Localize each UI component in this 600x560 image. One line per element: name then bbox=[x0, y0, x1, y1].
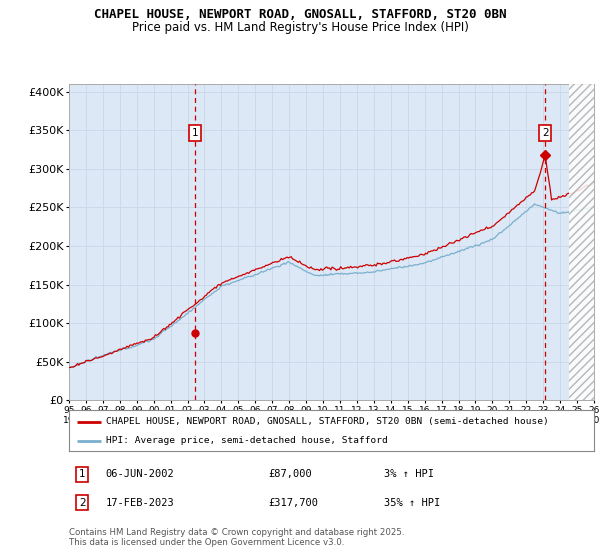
Text: 3% ↑ HPI: 3% ↑ HPI bbox=[384, 469, 434, 479]
Text: 1: 1 bbox=[191, 128, 199, 138]
Text: CHAPEL HOUSE, NEWPORT ROAD, GNOSALL, STAFFORD, ST20 0BN (semi-detached house): CHAPEL HOUSE, NEWPORT ROAD, GNOSALL, STA… bbox=[106, 417, 548, 426]
Text: Price paid vs. HM Land Registry's House Price Index (HPI): Price paid vs. HM Land Registry's House … bbox=[131, 21, 469, 34]
Text: 2: 2 bbox=[542, 128, 548, 138]
Text: 06-JUN-2002: 06-JUN-2002 bbox=[106, 469, 175, 479]
Bar bbox=[569, 84, 594, 400]
Text: 1: 1 bbox=[79, 469, 85, 479]
Text: £87,000: £87,000 bbox=[269, 469, 312, 479]
Text: 2: 2 bbox=[79, 498, 85, 508]
Text: HPI: Average price, semi-detached house, Stafford: HPI: Average price, semi-detached house,… bbox=[106, 436, 388, 445]
Text: 17-FEB-2023: 17-FEB-2023 bbox=[106, 498, 175, 508]
Text: Contains HM Land Registry data © Crown copyright and database right 2025.
This d: Contains HM Land Registry data © Crown c… bbox=[69, 528, 404, 547]
Text: 35% ↑ HPI: 35% ↑ HPI bbox=[384, 498, 440, 508]
Text: CHAPEL HOUSE, NEWPORT ROAD, GNOSALL, STAFFORD, ST20 0BN: CHAPEL HOUSE, NEWPORT ROAD, GNOSALL, STA… bbox=[94, 8, 506, 21]
Text: £317,700: £317,700 bbox=[269, 498, 319, 508]
